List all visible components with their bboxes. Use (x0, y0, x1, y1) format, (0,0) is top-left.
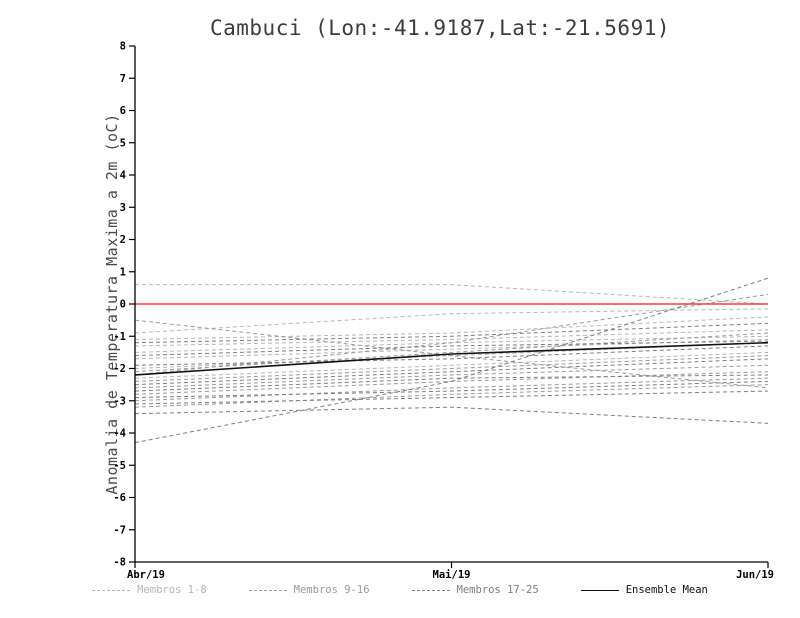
member-line (134, 406, 769, 424)
member-line (134, 390, 769, 405)
member-line (134, 374, 769, 392)
y-tick-label: 1 (120, 266, 126, 278)
x-tick-label: Jun/19 (736, 569, 774, 581)
member-line (134, 377, 769, 402)
member-line (134, 329, 769, 347)
y-tick-label: -4 (113, 428, 126, 440)
chart-title: Cambuci (Lon:-41.9187,Lat:-21.5691) (209, 16, 670, 40)
x-tick-label: Mai/19 (433, 569, 471, 581)
y-tick-label: -7 (113, 524, 126, 536)
y-tick-label: -1 (113, 331, 126, 343)
y-tick-label: 6 (120, 105, 126, 117)
legend-item: Membros 1-8 (92, 584, 207, 596)
member-line (134, 340, 769, 357)
member-line (134, 345, 769, 366)
y-tick-label: 7 (120, 73, 126, 85)
member-line (134, 316, 769, 340)
member-line (134, 384, 769, 408)
y-tick-label: 3 (120, 202, 126, 214)
y-tick-label: 4 (120, 170, 126, 182)
legend-label: Membros 9-16 (293, 584, 370, 596)
legend-item: Membros 17-25 (411, 584, 539, 596)
y-tick-label: -8 (113, 557, 126, 569)
y-tick-label: 0 (120, 299, 126, 311)
legend-item: Ensemble Mean (580, 584, 708, 596)
legend-line-sample (411, 589, 450, 591)
legend-line-sample (92, 589, 131, 591)
member-line (134, 358, 769, 386)
legend-line-sample (580, 589, 619, 591)
legend-label: Ensemble Mean (625, 584, 708, 596)
y-tick-label: 5 (120, 137, 126, 149)
member-line (134, 293, 769, 376)
y-tick-label: -3 (113, 395, 126, 407)
member-line (134, 355, 769, 382)
legend-label: Membros 17-25 (456, 584, 539, 596)
member-line (134, 364, 769, 389)
member-line (134, 380, 769, 399)
member-line (134, 322, 769, 344)
chart-legend: Membros 1-8 Membros 9-16 Membros 17-25 Ense… (0, 584, 800, 596)
y-tick-label: 2 (120, 234, 126, 246)
y-tick-label: -2 (113, 363, 126, 375)
y-tick-label: -6 (113, 492, 126, 504)
y-tick-label: -5 (113, 460, 126, 472)
y-tick-label: 8 (120, 41, 126, 53)
member-line (134, 332, 769, 373)
member-line (135, 284, 769, 305)
x-tick-label: Abr/19 (127, 569, 165, 581)
legend-label: Membros 1-8 (137, 584, 207, 596)
member-line (134, 319, 769, 389)
legend-item: Membros 9-16 (248, 584, 370, 596)
member-line (134, 277, 769, 444)
member-line (134, 351, 769, 379)
ensemble-mean-line (134, 341, 769, 376)
member-line (134, 308, 769, 334)
legend-line-sample (248, 589, 287, 591)
